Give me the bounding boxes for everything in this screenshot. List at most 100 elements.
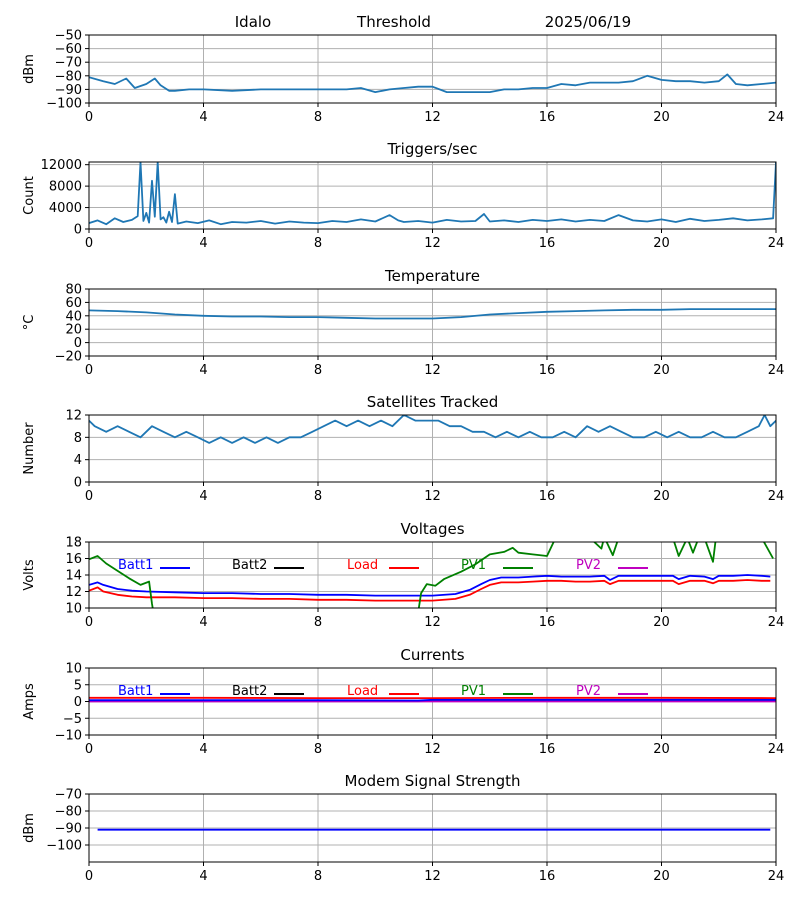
x-tick-label: 0: [85, 110, 93, 125]
y-tick-label: 12000: [41, 158, 82, 173]
x-tick-label: 12: [424, 489, 441, 504]
y-tick-label: −100: [46, 97, 82, 112]
chart-title: Temperature: [384, 267, 480, 285]
x-tick-label: 20: [653, 110, 670, 125]
legend-label: Batt2: [232, 558, 267, 573]
chart-title: Modem Signal Strength: [345, 772, 521, 790]
y-tick-label: 40: [65, 309, 82, 324]
x-tick-label: 4: [199, 742, 207, 757]
y-tick-label: −20: [55, 350, 82, 365]
y-tick-label: −90: [55, 83, 82, 98]
y-axis-label: dBm: [22, 54, 37, 84]
y-tick-label: 4000: [49, 201, 82, 216]
x-tick-label: 20: [653, 489, 670, 504]
x-tick-label: 8: [314, 363, 322, 378]
chart-title: Voltages: [400, 520, 464, 538]
x-tick-label: 4: [199, 236, 207, 251]
x-tick-label: 20: [653, 363, 670, 378]
legend-label: Batt2: [232, 684, 267, 699]
x-tick-label: 20: [653, 869, 670, 884]
y-tick-label: 5: [74, 678, 82, 693]
y-tick-label: −50: [55, 29, 82, 44]
y-tick-label: 16: [65, 552, 82, 567]
header-date: 2025/06/19: [545, 13, 631, 31]
legend-label: Load: [347, 558, 378, 573]
y-tick-label: 18: [65, 536, 82, 551]
y-axis-label: dBm: [22, 813, 37, 843]
y-tick-label: 60: [65, 296, 82, 311]
y-tick-label: −80: [55, 805, 82, 820]
legend-label: PV2: [576, 684, 601, 699]
header-station: Idalo: [235, 13, 271, 31]
series-line-2: [89, 580, 770, 601]
y-tick-label: −100: [46, 839, 82, 854]
chart-title: Triggers/sec: [387, 140, 478, 158]
y-tick-label: −60: [55, 42, 82, 57]
x-tick-label: 24: [768, 489, 785, 504]
x-tick-label: 0: [85, 489, 93, 504]
legend-label: Batt1: [118, 558, 153, 573]
y-tick-label: 12: [65, 585, 82, 600]
y-tick-label: 14: [65, 569, 82, 584]
y-tick-label: −80: [55, 69, 82, 84]
y-tick-label: −5: [63, 712, 82, 727]
x-tick-label: 16: [539, 615, 556, 630]
x-tick-label: 16: [539, 742, 556, 757]
y-tick-label: −90: [55, 822, 82, 837]
legend-label: Batt1: [118, 684, 153, 699]
header-subtitle: Threshold: [356, 13, 431, 31]
y-tick-label: 0: [74, 336, 82, 351]
x-tick-label: 4: [199, 615, 207, 630]
x-tick-label: 0: [85, 742, 93, 757]
x-tick-label: 16: [539, 236, 556, 251]
y-tick-label: 12: [65, 409, 82, 424]
y-tick-label: 80: [65, 283, 82, 298]
x-tick-label: 16: [539, 489, 556, 504]
x-tick-label: 8: [314, 489, 322, 504]
chart-title: Satellites Tracked: [367, 393, 498, 411]
chart-title: Currents: [400, 646, 464, 664]
y-axis-label: °C: [22, 315, 37, 331]
x-tick-label: 24: [768, 742, 785, 757]
y-tick-label: 0: [74, 695, 82, 710]
x-tick-label: 16: [539, 363, 556, 378]
y-tick-label: −10: [55, 729, 82, 744]
x-tick-label: 8: [314, 742, 322, 757]
x-tick-label: 8: [314, 110, 322, 125]
x-tick-label: 4: [199, 489, 207, 504]
y-tick-label: 20: [65, 323, 82, 338]
x-tick-label: 24: [768, 363, 785, 378]
legend-label: PV1: [461, 558, 486, 573]
legend-label: PV2: [576, 558, 601, 573]
x-tick-label: 12: [424, 615, 441, 630]
y-tick-label: 0: [74, 476, 82, 491]
x-tick-label: 20: [653, 742, 670, 757]
x-tick-label: 12: [424, 236, 441, 251]
x-tick-label: 12: [424, 363, 441, 378]
y-tick-label: 10: [65, 662, 82, 677]
x-tick-label: 4: [199, 363, 207, 378]
x-tick-label: 0: [85, 615, 93, 630]
x-tick-label: 12: [424, 110, 441, 125]
y-tick-label: −70: [55, 788, 82, 803]
y-tick-label: 4: [74, 453, 82, 468]
legend-label: Load: [347, 684, 378, 699]
y-axis-label: Amps: [22, 683, 37, 720]
x-tick-label: 24: [768, 869, 785, 884]
series-line-3: [89, 700, 776, 701]
x-tick-label: 12: [424, 742, 441, 757]
x-tick-label: 20: [653, 615, 670, 630]
x-tick-label: 4: [199, 110, 207, 125]
y-tick-label: 10: [65, 602, 82, 617]
legend-label: PV1: [461, 684, 486, 699]
x-tick-label: 0: [85, 363, 93, 378]
x-tick-label: 16: [539, 110, 556, 125]
x-tick-label: 24: [768, 236, 785, 251]
